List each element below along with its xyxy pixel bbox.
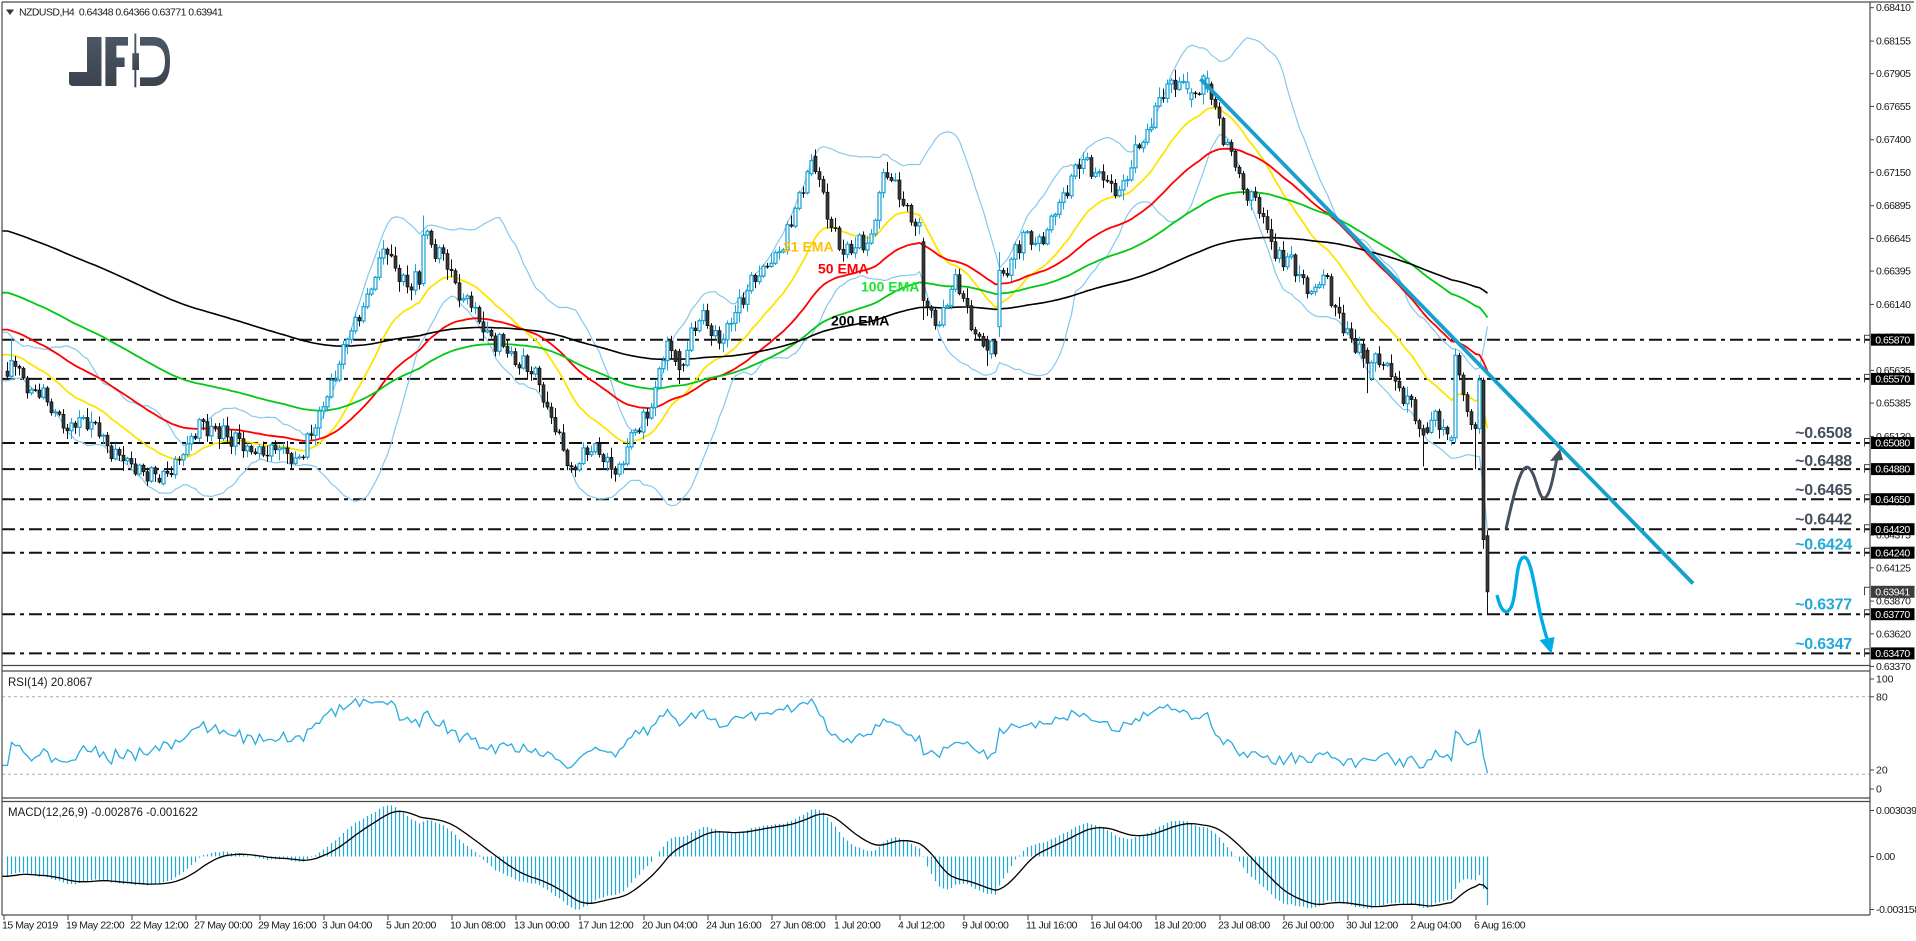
svg-text:0.66395: 0.66395 [1876,266,1911,278]
svg-text:21 EMA: 21 EMA [783,239,834,255]
svg-text:0.63470: 0.63470 [1875,648,1910,660]
svg-text:0.68410: 0.68410 [1876,2,1911,14]
svg-text:30 Jul 12:00: 30 Jul 12:00 [1346,920,1398,932]
svg-text:MACD(12,26,9) -0.002876 -0.001: MACD(12,26,9) -0.002876 -0.001622 [8,807,198,819]
svg-text:RSI(14) 20.8067: RSI(14) 20.8067 [8,677,92,689]
svg-text:100 EMA: 100 EMA [861,279,919,295]
svg-text:22 May 12:00: 22 May 12:00 [130,920,189,932]
svg-text:0.68155: 0.68155 [1876,36,1911,48]
svg-text:29 May 16:00: 29 May 16:00 [258,920,317,932]
svg-text:0.66140: 0.66140 [1876,299,1911,311]
svg-text:0.67655: 0.67655 [1876,101,1911,113]
svg-text:9 Jul 00:00: 9 Jul 00:00 [962,920,1009,932]
svg-text:27 Jun 08:00: 27 Jun 08:00 [770,920,826,932]
svg-text:0.65870: 0.65870 [1875,334,1910,346]
svg-text:6 Aug 16:00: 6 Aug 16:00 [1474,920,1526,932]
svg-text:13 Jun 00:00: 13 Jun 00:00 [514,920,570,932]
svg-text:5 Jun 20:00: 5 Jun 20:00 [386,920,437,932]
svg-text:17 Jun 12:00: 17 Jun 12:00 [578,920,634,932]
svg-text:0.64420: 0.64420 [1875,524,1910,536]
svg-text:18 Jul 20:00: 18 Jul 20:00 [1154,920,1206,932]
svg-text:~0.6347: ~0.6347 [1795,636,1852,653]
svg-text:24 Jun 16:00: 24 Jun 16:00 [706,920,762,932]
svg-text:0.64240: 0.64240 [1875,547,1910,559]
svg-text:0.65570: 0.65570 [1875,374,1910,386]
svg-text:~0.6377: ~0.6377 [1795,597,1852,614]
svg-text:~0.6465: ~0.6465 [1795,482,1852,499]
svg-text:16 Jul 04:00: 16 Jul 04:00 [1090,920,1142,932]
svg-text:11 Jul 16:00: 11 Jul 16:00 [1026,920,1078,932]
svg-text:0.003039: 0.003039 [1876,805,1916,817]
svg-text:80: 80 [1876,691,1888,703]
svg-text:0.67150: 0.67150 [1876,167,1911,179]
svg-text:0.66895: 0.66895 [1876,200,1911,212]
svg-text:4 Jul 12:00: 4 Jul 12:00 [898,920,945,932]
svg-text:100: 100 [1876,674,1894,686]
svg-text:200 EMA: 200 EMA [831,313,889,329]
svg-text:0.65385: 0.65385 [1876,398,1911,410]
svg-text:20 Jun 04:00: 20 Jun 04:00 [642,920,698,932]
svg-text:27 May 00:00: 27 May 00:00 [194,920,253,932]
svg-text:2 Aug 04:00: 2 Aug 04:00 [1410,920,1462,932]
svg-text:0.64125: 0.64125 [1876,562,1911,574]
svg-text:0: 0 [1876,784,1882,796]
svg-text:0.00: 0.00 [1876,851,1895,863]
svg-text:~0.6508: ~0.6508 [1795,425,1852,442]
svg-text:1 Jul 20:00: 1 Jul 20:00 [834,920,881,932]
svg-text:0.63941: 0.63941 [1875,586,1910,598]
svg-text:50 EMA: 50 EMA [818,261,869,277]
svg-text:15 May 2019: 15 May 2019 [2,920,58,932]
svg-text:-0.003158: -0.003158 [1876,904,1916,916]
svg-text:~0.6442: ~0.6442 [1795,512,1852,529]
svg-text:~0.6424: ~0.6424 [1795,537,1852,554]
svg-text:23 Jul 08:00: 23 Jul 08:00 [1218,920,1270,932]
svg-text:0.63770: 0.63770 [1875,609,1910,621]
svg-text:26 Jul 00:00: 26 Jul 00:00 [1282,920,1334,932]
svg-text:~0.6488: ~0.6488 [1795,453,1852,470]
svg-text:0.67400: 0.67400 [1876,134,1911,146]
svg-text:NZDUSD,H4 0.64348 0.64366 0.6: NZDUSD,H4 0.64348 0.64366 0.63771 0.6394… [19,7,223,19]
svg-text:19 May 22:00: 19 May 22:00 [66,920,125,932]
svg-text:10 Jun 08:00: 10 Jun 08:00 [450,920,506,932]
svg-text:0.63620: 0.63620 [1876,628,1911,640]
svg-text:3 Jun 04:00: 3 Jun 04:00 [322,920,373,932]
svg-text:0.66645: 0.66645 [1876,233,1911,245]
svg-text:0.64880: 0.64880 [1875,464,1910,476]
svg-text:20: 20 [1876,765,1888,777]
svg-text:0.63370: 0.63370 [1876,661,1911,673]
svg-text:0.67905: 0.67905 [1876,68,1911,80]
svg-text:0.64650: 0.64650 [1875,494,1910,506]
svg-text:0.65080: 0.65080 [1875,438,1910,450]
